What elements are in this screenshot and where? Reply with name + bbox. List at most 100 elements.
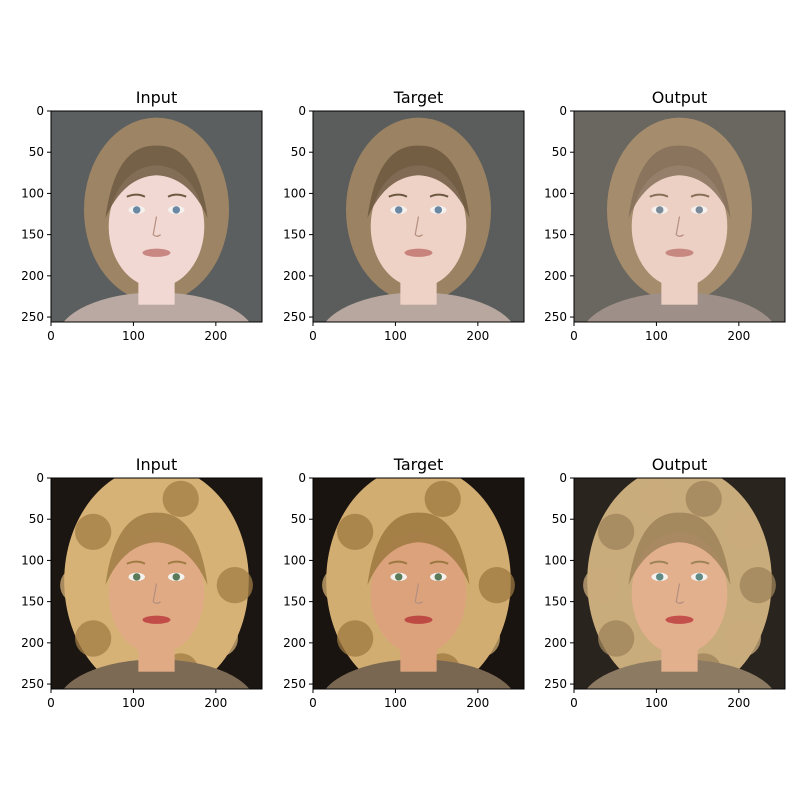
axes-frame [50, 110, 263, 323]
nose [675, 216, 684, 237]
iris [434, 573, 442, 581]
eyebrow [690, 560, 710, 565]
subplot-3: Output 0 100 200 0 50 100 150 200 250 [544, 88, 786, 343]
iris [434, 206, 442, 214]
hair-curl [216, 567, 253, 604]
axes-frame [573, 110, 786, 323]
lips [665, 615, 694, 624]
hair-top [367, 512, 470, 586]
hair-curl [598, 513, 635, 550]
shoulders [586, 659, 773, 689]
y-tick-label: 150 [21, 595, 44, 609]
lips [142, 248, 171, 257]
hair-curl [739, 567, 776, 604]
eyebrow [167, 560, 187, 565]
y-tick-label: 50 [291, 145, 306, 159]
y-tick-label: 200 [544, 269, 567, 283]
subplot-title: Input [136, 88, 177, 107]
eyebrow [429, 193, 449, 198]
x-tick-label: 200 [727, 696, 750, 710]
hair-curl [424, 480, 461, 518]
x-tick-label: 100 [384, 696, 407, 710]
hair-curl [337, 620, 374, 657]
eyebrow [429, 560, 449, 565]
shoulders [325, 292, 512, 322]
shoulders [63, 659, 250, 689]
y-tick-label: 200 [21, 269, 44, 283]
x-tick-label: 200 [204, 329, 227, 343]
portrait-image [313, 478, 524, 689]
hair-curl [685, 480, 722, 518]
x-tick-label: 100 [384, 329, 407, 343]
y-tick-label: 100 [544, 186, 567, 200]
iris [656, 206, 664, 214]
y-tick-label: 250 [283, 677, 306, 691]
subplot-title: Output [652, 88, 708, 107]
y-tick-label: 250 [21, 310, 44, 324]
axes-frame [50, 477, 263, 690]
nose [152, 583, 161, 604]
y-tick-label: 100 [21, 186, 44, 200]
y-tick-label: 50 [552, 512, 567, 526]
y-tick-label: 50 [29, 145, 44, 159]
x-tick-label: 100 [122, 329, 145, 343]
hair-curl [337, 513, 374, 550]
y-tick-label: 150 [283, 595, 306, 609]
y-tick-label: 0 [298, 104, 306, 118]
hair-curl [322, 567, 359, 604]
y-tick-label: 100 [283, 553, 306, 567]
nose [414, 216, 423, 237]
y-tick-label: 150 [283, 228, 306, 242]
subplot-5: Target 0 100 200 0 50 100 150 200 250 [283, 455, 525, 710]
iris [695, 573, 703, 581]
subplot-title: Target [393, 88, 444, 107]
x-tick-label: 0 [47, 696, 55, 710]
x-tick-label: 200 [466, 696, 489, 710]
hair-curl [114, 480, 151, 518]
x-tick-label: 200 [204, 696, 227, 710]
axes-frame [312, 477, 525, 690]
y-tick-label: 200 [283, 269, 306, 283]
y-tick-label: 250 [544, 677, 567, 691]
eyebrow [126, 193, 146, 198]
shoulders [325, 659, 512, 689]
lips [142, 615, 171, 624]
nose [152, 216, 161, 237]
eyebrow [690, 193, 710, 198]
subplot-1: Input 0 100 200 0 50 100 150 200 250 [21, 88, 263, 343]
y-tick-label: 50 [291, 512, 306, 526]
subplot-title: Target [393, 455, 444, 474]
y-tick-label: 100 [544, 553, 567, 567]
y-tick-label: 250 [283, 310, 306, 324]
hair-curl [583, 567, 620, 604]
y-tick-label: 100 [283, 186, 306, 200]
hair-curl [75, 513, 112, 550]
hair-top [105, 145, 208, 219]
portrait-image [574, 111, 785, 322]
y-tick-label: 200 [283, 636, 306, 650]
iris [172, 206, 180, 214]
hair-top [628, 512, 731, 586]
hair-top [105, 512, 208, 586]
lips [404, 615, 433, 624]
hair-curl [201, 620, 238, 657]
x-tick-label: 0 [570, 696, 578, 710]
hair-curl [724, 513, 761, 550]
subplot-4: Input 0 100 200 0 50 100 150 200 250 [21, 455, 263, 710]
y-tick-label: 150 [544, 228, 567, 242]
iris [395, 573, 403, 581]
y-tick-label: 250 [21, 677, 44, 691]
lips [404, 248, 433, 257]
y-tick-label: 200 [544, 636, 567, 650]
y-tick-label: 0 [559, 471, 567, 485]
x-tick-label: 0 [309, 696, 317, 710]
shoulders [586, 292, 773, 322]
y-tick-label: 50 [552, 145, 567, 159]
nose [675, 583, 684, 604]
portrait-image [574, 478, 785, 689]
y-tick-label: 0 [36, 104, 44, 118]
iris [656, 573, 664, 581]
y-tick-label: 0 [559, 104, 567, 118]
hair-curl [463, 513, 500, 550]
hair-curl [201, 513, 238, 550]
